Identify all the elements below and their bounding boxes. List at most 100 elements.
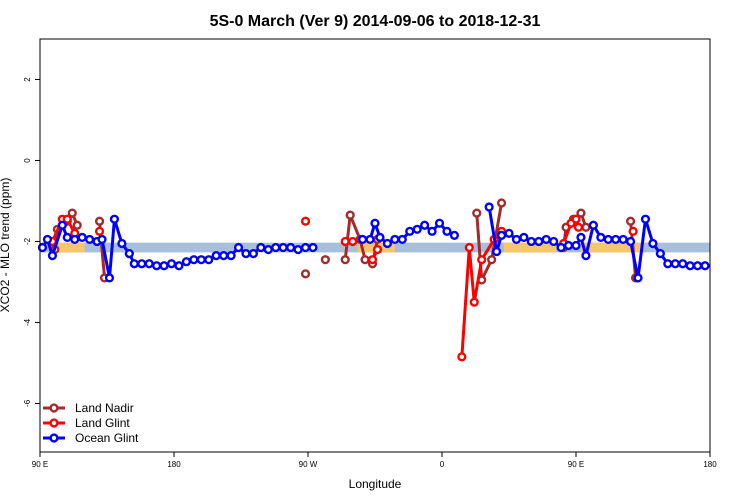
data-point (129, 259, 139, 269)
data-point (449, 230, 460, 240)
data-point (420, 220, 430, 230)
data-point (526, 236, 536, 247)
data-point (300, 216, 311, 226)
data-point (320, 255, 330, 265)
data-point (504, 228, 514, 238)
legend-label: Land Glint (75, 416, 130, 430)
highlight-range (49, 242, 85, 253)
data-point (581, 251, 591, 261)
data-point (263, 244, 273, 255)
data-point (588, 220, 598, 230)
data-point (556, 242, 566, 253)
data-point (248, 248, 259, 259)
data-point (109, 214, 120, 224)
x-tick-label: 90 E (568, 460, 584, 469)
legend-item: Land Glint (43, 416, 130, 430)
data-point (571, 214, 581, 224)
data-point (573, 222, 584, 232)
data-point (571, 240, 581, 251)
data-point (181, 257, 192, 267)
data-point (348, 236, 358, 247)
data-point (491, 246, 502, 257)
data-point (345, 210, 355, 220)
data-point (94, 226, 105, 236)
data-point (549, 236, 559, 247)
data-point (241, 248, 251, 259)
series-line (475, 202, 504, 282)
data-point (472, 208, 482, 218)
legend-swatch-marker (49, 418, 59, 428)
data-point (308, 242, 318, 253)
data-point (62, 214, 72, 224)
data-point (144, 259, 154, 269)
data-point (685, 261, 695, 271)
legend-item: Ocean Glint (43, 431, 139, 445)
data-point (117, 238, 127, 249)
data-point (487, 255, 497, 265)
data-point (375, 232, 385, 243)
data-point (581, 222, 591, 232)
data-point (412, 224, 422, 234)
data-point (196, 255, 206, 265)
x-axis: 90 E 180 90 W 0 90 E 180 (32, 452, 717, 469)
data-point (357, 234, 368, 245)
data-point (278, 242, 288, 253)
data-point (477, 255, 487, 265)
data-point (648, 238, 658, 249)
data-point (576, 208, 586, 218)
data-point (211, 251, 221, 261)
data-point (367, 255, 378, 265)
data-point (57, 220, 67, 230)
data-point (563, 240, 574, 251)
data-point (692, 261, 703, 271)
data-point (365, 234, 375, 245)
data-point (340, 236, 350, 247)
y-axis: 2 0 -2 -4 -6 (23, 77, 40, 407)
data-point (596, 232, 606, 243)
data-point (233, 242, 244, 253)
data-point (464, 242, 474, 253)
data-point (189, 255, 199, 265)
highlight-range (504, 242, 557, 253)
data-point (360, 255, 370, 265)
data-point (678, 259, 688, 269)
data-point (405, 226, 415, 236)
data-point (97, 234, 107, 245)
data-point (293, 244, 303, 255)
legend-item: Land Nadir (43, 401, 134, 415)
data-point (256, 242, 266, 253)
data-point (340, 255, 350, 265)
y-tick-label: 2 (23, 77, 32, 82)
data-point (67, 208, 77, 218)
data-point (469, 297, 479, 307)
y-axis-label: XCO2 - MLO trend (ppm) (0, 178, 12, 313)
data-point (159, 261, 169, 271)
data-point (625, 216, 636, 226)
data-point (286, 242, 296, 253)
data-point (137, 259, 147, 269)
data-point (427, 226, 437, 236)
data-point (534, 236, 544, 247)
plot-frame (39, 38, 711, 453)
data-point (603, 234, 613, 245)
data-point (85, 234, 95, 245)
y-tick-label: -2 (23, 237, 32, 245)
data-point (152, 261, 162, 271)
data-point (70, 234, 80, 245)
data-point (166, 259, 177, 269)
data-point (390, 234, 400, 245)
data-point (640, 214, 651, 224)
data-point (104, 273, 115, 283)
data-point (625, 236, 636, 247)
data-point (300, 269, 311, 279)
data-point (633, 273, 643, 283)
data-point (611, 234, 621, 245)
data-point (519, 232, 529, 243)
data-point (496, 230, 507, 240)
data-point (457, 352, 467, 362)
x-tick-label: 180 (167, 460, 181, 469)
data-point (300, 242, 311, 253)
x-tick-label: 180 (703, 460, 717, 469)
